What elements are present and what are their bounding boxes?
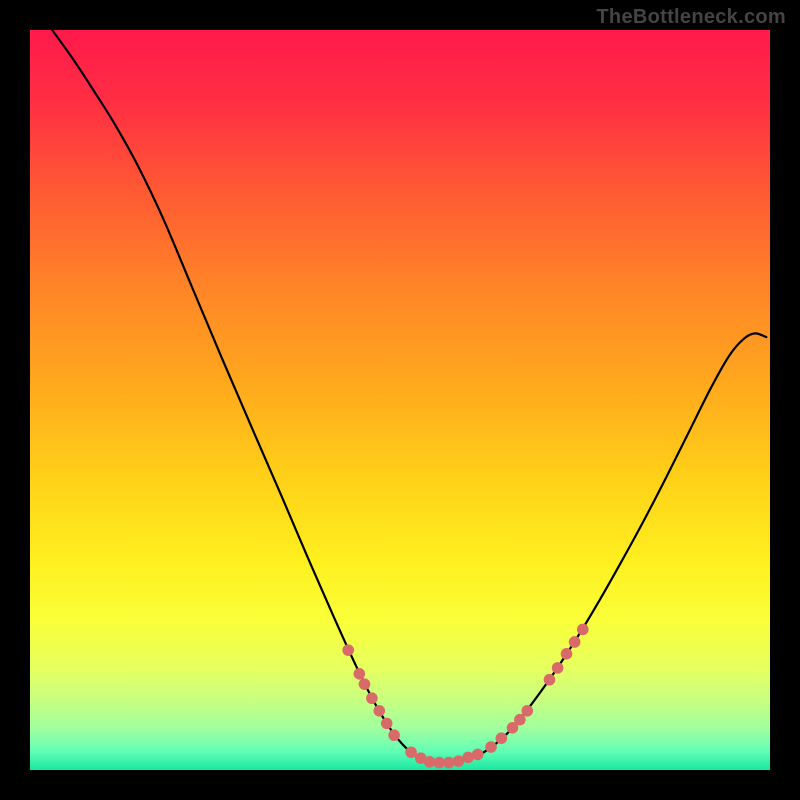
chart-container: TheBottleneck.com: [0, 0, 800, 800]
curve-marker: [388, 729, 400, 741]
watermark-text: TheBottleneck.com: [596, 6, 786, 29]
curve-marker: [577, 624, 589, 636]
curve-marker: [342, 644, 354, 656]
curve-marker: [552, 662, 564, 674]
curve-marker: [381, 718, 393, 730]
curve-marker: [354, 668, 366, 680]
curve-marker: [366, 692, 378, 704]
curve-marker: [496, 732, 508, 744]
curve-marker: [561, 648, 573, 660]
plot-background: [30, 30, 770, 770]
curve-marker: [405, 746, 417, 758]
bottleneck-curve-chart: [0, 0, 800, 800]
curve-marker: [569, 636, 581, 648]
curve-marker: [359, 678, 371, 690]
curve-marker: [472, 749, 484, 761]
curve-marker: [514, 714, 526, 726]
curve-marker: [485, 741, 497, 753]
curve-marker: [544, 674, 556, 686]
curve-marker: [373, 705, 385, 717]
curve-marker: [521, 705, 533, 717]
